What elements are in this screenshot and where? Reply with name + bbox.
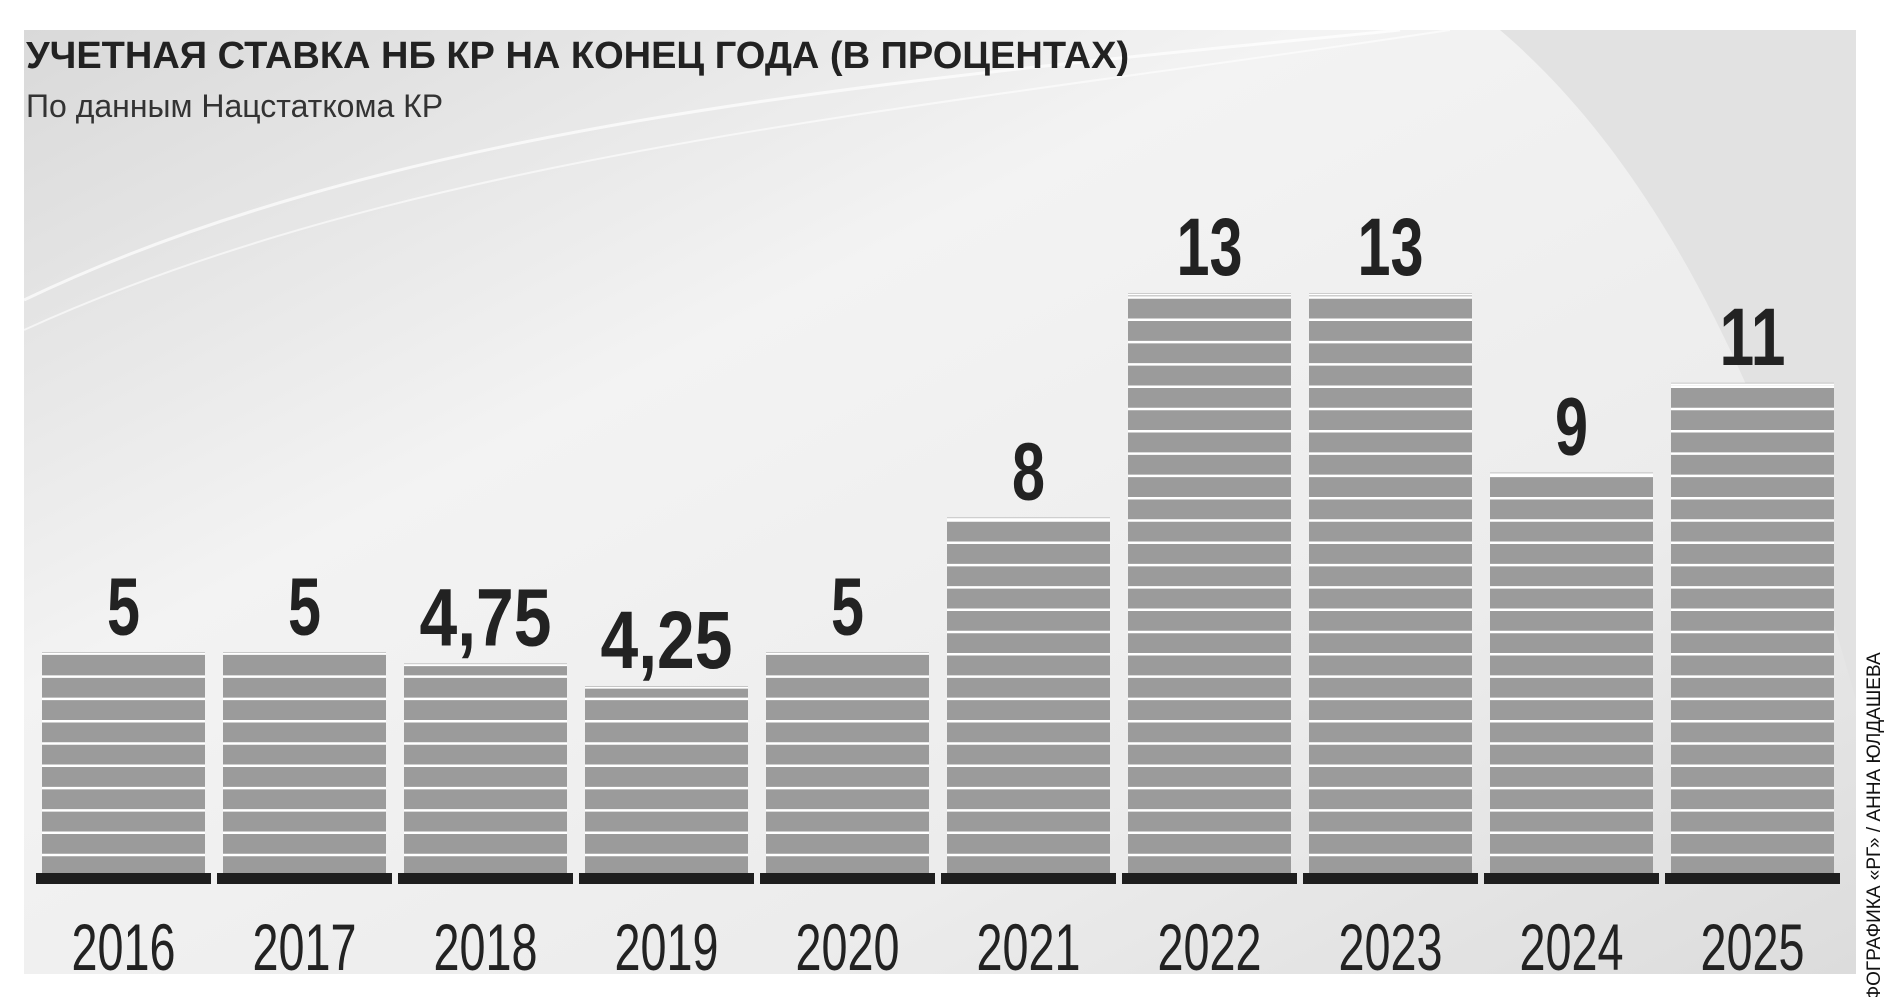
base-strip bbox=[1303, 873, 1478, 884]
chart-title: УЧЕТНАЯ СТАВКА НБ КР НА КОНЕЦ ГОДА (В ПР… bbox=[26, 35, 1129, 77]
base-strip bbox=[217, 873, 392, 884]
x-tick-label: 2023 bbox=[1339, 910, 1443, 984]
credit: ИНФОГРАФИКА «РГ» / АННА ЮЛДАШЕВА bbox=[1864, 652, 1885, 997]
decor bbox=[23, 29, 1451, 331]
x-tick-label: 2025 bbox=[1701, 910, 1805, 984]
bar bbox=[1309, 293, 1472, 877]
base-strip bbox=[1665, 873, 1840, 884]
x-tick-label: 2016 bbox=[72, 910, 176, 984]
base-strip bbox=[1484, 873, 1659, 884]
bar bbox=[404, 663, 567, 877]
value-label: 13 bbox=[1358, 202, 1424, 293]
decor bbox=[23, 28, 1401, 302]
value-label: 5 bbox=[107, 561, 140, 652]
value-label: 9 bbox=[1555, 382, 1588, 473]
base-strip bbox=[398, 873, 573, 884]
value-label: 4,25 bbox=[601, 595, 733, 686]
value-label: 8 bbox=[1012, 427, 1045, 518]
bar bbox=[1671, 382, 1834, 877]
base-strip bbox=[1122, 873, 1297, 884]
bar bbox=[1128, 293, 1291, 877]
value-label: 5 bbox=[831, 561, 864, 652]
value-label: 13 bbox=[1177, 202, 1243, 293]
x-tick-label: 2020 bbox=[796, 910, 900, 984]
base-strip bbox=[760, 873, 935, 884]
x-tick-label: 2019 bbox=[615, 910, 719, 984]
x-tick-label: 2022 bbox=[1158, 910, 1262, 984]
value-label: 5 bbox=[288, 561, 321, 652]
value-label: 4,75 bbox=[420, 573, 552, 664]
x-tick-label: 2017 bbox=[253, 910, 357, 984]
bar bbox=[1490, 472, 1653, 877]
base-strip bbox=[941, 873, 1116, 884]
value-label: 11 bbox=[1720, 292, 1786, 383]
x-tick-label: 2024 bbox=[1520, 910, 1624, 984]
base-strip bbox=[579, 873, 754, 884]
x-tick-label: 2018 bbox=[434, 910, 538, 984]
decor bbox=[1500, 30, 1856, 700]
chart-subtitle: По данным Нацстаткома КР bbox=[26, 88, 443, 124]
bar bbox=[947, 517, 1110, 877]
bar bbox=[585, 686, 748, 877]
base-strip bbox=[36, 873, 211, 884]
x-tick-label: 2021 bbox=[977, 910, 1081, 984]
